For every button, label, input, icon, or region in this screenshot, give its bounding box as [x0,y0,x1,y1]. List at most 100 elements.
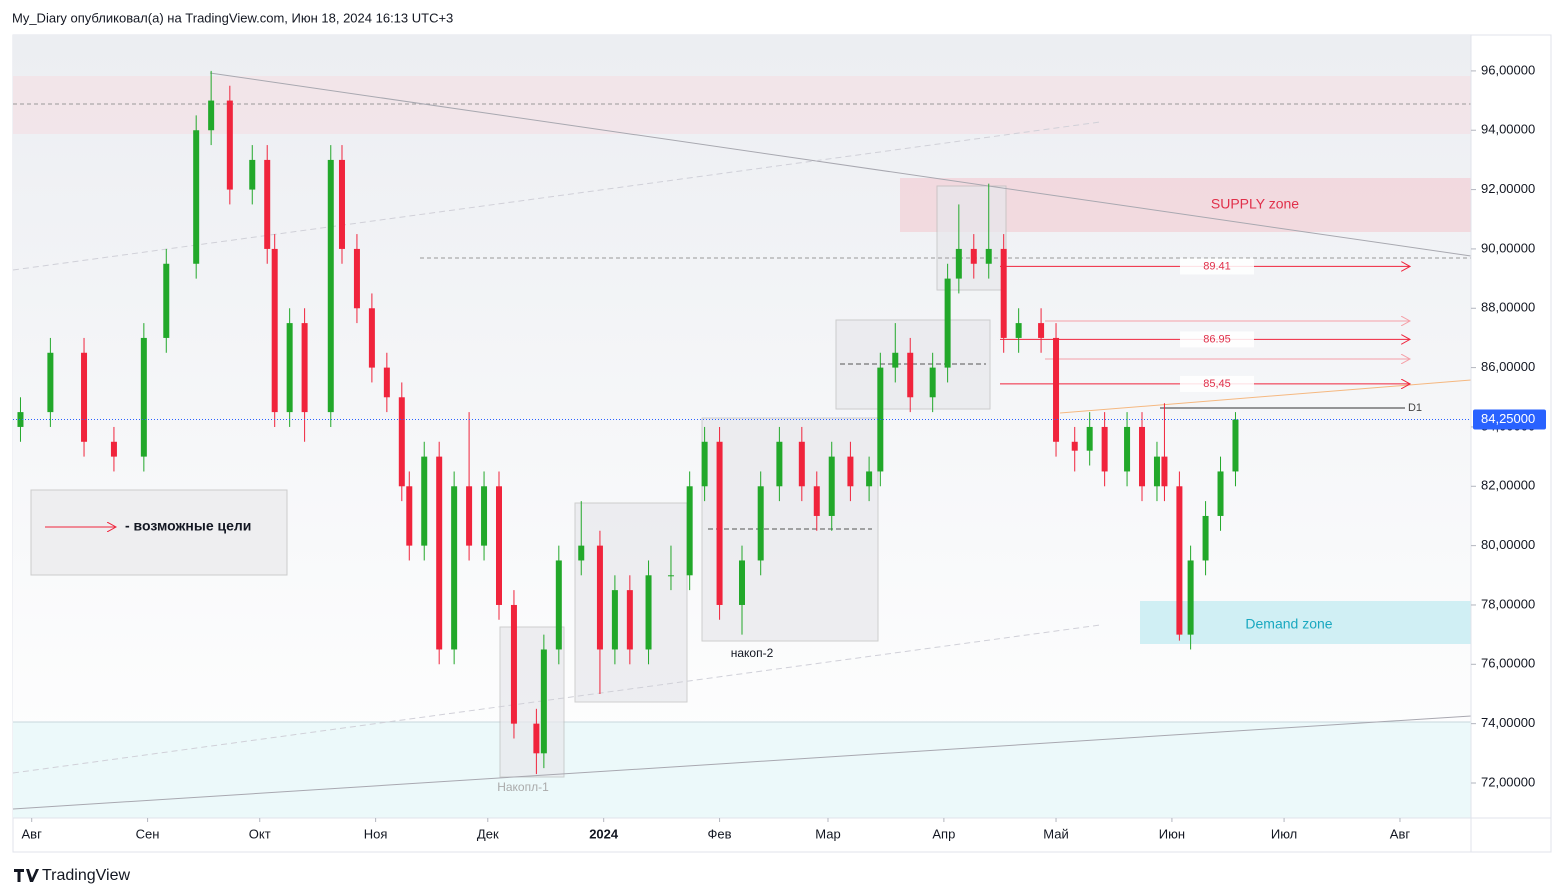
candle-body [17,412,24,427]
x-tick-label: 2024 [589,826,619,841]
candle-body [163,263,170,338]
x-tick-label: Ноя [364,826,388,841]
candle-body [193,130,200,264]
x-tick-label: Май [1043,826,1068,841]
y-tick-label: 90,00000 [1481,240,1535,255]
candle-body [716,441,723,605]
x-tick-label: Фев [708,826,732,841]
candle-body [626,590,633,650]
candle-body [667,575,674,577]
candle-body [776,441,783,487]
candle-body [249,159,256,190]
target-label-bg [1180,331,1254,348]
candle-body [1124,426,1131,472]
candle-body [1202,515,1209,561]
target-label-bg [1180,258,1254,275]
candle-body [645,575,652,650]
x-tick-label: Окт [249,826,271,841]
candle-body [47,352,54,413]
x-tick-label: Авг [22,826,43,841]
upper-band [13,76,1471,134]
candle-body [813,486,820,516]
candle-body [510,604,517,724]
x-tick-label: Сен [136,826,160,841]
candle-body [533,723,540,754]
candle-body [1086,426,1093,451]
last-price-box [1473,409,1546,430]
candle-body [798,441,805,487]
y-tick-label: 80,00000 [1481,537,1535,552]
x-tick-label: Июл [1271,826,1297,841]
accum-label: Накопл-1 [497,780,549,794]
candle-body [1015,323,1022,338]
candle-body [286,323,293,413]
candle-body [866,471,873,487]
demand-zone [1140,601,1471,644]
candle-body [208,100,215,131]
candle-body [338,159,345,249]
candle-body [701,441,708,487]
byline: My_Diary опубликовал(а) на TradingView.c… [12,10,453,25]
timeframe-label: D1 [1408,402,1422,414]
target-label: 86.95 [1203,333,1231,345]
candle-body [451,486,458,650]
candle-body [466,486,473,546]
candle-body [1139,426,1146,487]
candle-body [1038,323,1045,338]
candle-body [907,352,914,398]
y-tick-label: 78,00000 [1481,596,1535,611]
candle-body [944,278,951,368]
candle-body [1187,560,1194,635]
x-tick-label: Мар [815,826,840,841]
demand-label: Demand zone [1245,616,1332,632]
y-tick-label: 86,00000 [1481,359,1535,374]
candle-body [301,323,308,413]
candle-body [1071,441,1078,451]
legend-text: - возможные цели [125,518,251,534]
plot: 89.41 86.95 85,45 [13,70,1471,775]
candle-body [1153,456,1160,487]
accum-label: накоп-2 [731,646,774,660]
legend-box [30,489,288,576]
candle-body [555,560,562,650]
candle-body [327,159,334,413]
candle-body [140,337,147,457]
candle-body [1176,486,1183,635]
y-tick-label: 88,00000 [1481,300,1535,315]
candle-body [892,352,899,368]
candle-body [955,248,962,279]
candle-body [540,649,547,754]
candle-body [578,545,585,561]
candle-body [1101,426,1108,472]
candle-body [1053,337,1060,442]
y-tick-label: 96,00000 [1481,62,1535,77]
candle-body [970,248,977,264]
candle-body [757,486,764,561]
x-tick-label: Авг [1390,826,1411,841]
candle-body [847,456,854,487]
candle-body [406,486,413,546]
y-tick-label: 94,00000 [1481,122,1535,137]
x-tick-label: Дек [477,826,499,841]
candle-body [1161,456,1168,487]
last-price-label: 84,25000 [1481,411,1535,426]
supply-label: SUPPLY zone [1211,196,1299,212]
candle-body [496,486,502,605]
x-tick-label: Июн [1159,826,1185,841]
y-tick-label: 92,00000 [1481,181,1535,196]
accum-box [936,185,1007,291]
lower-band [13,722,1471,818]
trend-line [12,715,1472,810]
x-tick-label: Апр [932,826,955,841]
y-tick-label: 82,00000 [1481,478,1535,493]
candle-body [985,248,992,264]
candle-body [611,590,618,650]
candle-body [421,456,428,546]
candle-body [264,159,271,249]
logo-icon [14,869,39,882]
candle-body [271,248,278,413]
candle-body [383,367,390,398]
candle-body [1217,471,1224,516]
y-tick-label: 74,00000 [1481,715,1535,730]
